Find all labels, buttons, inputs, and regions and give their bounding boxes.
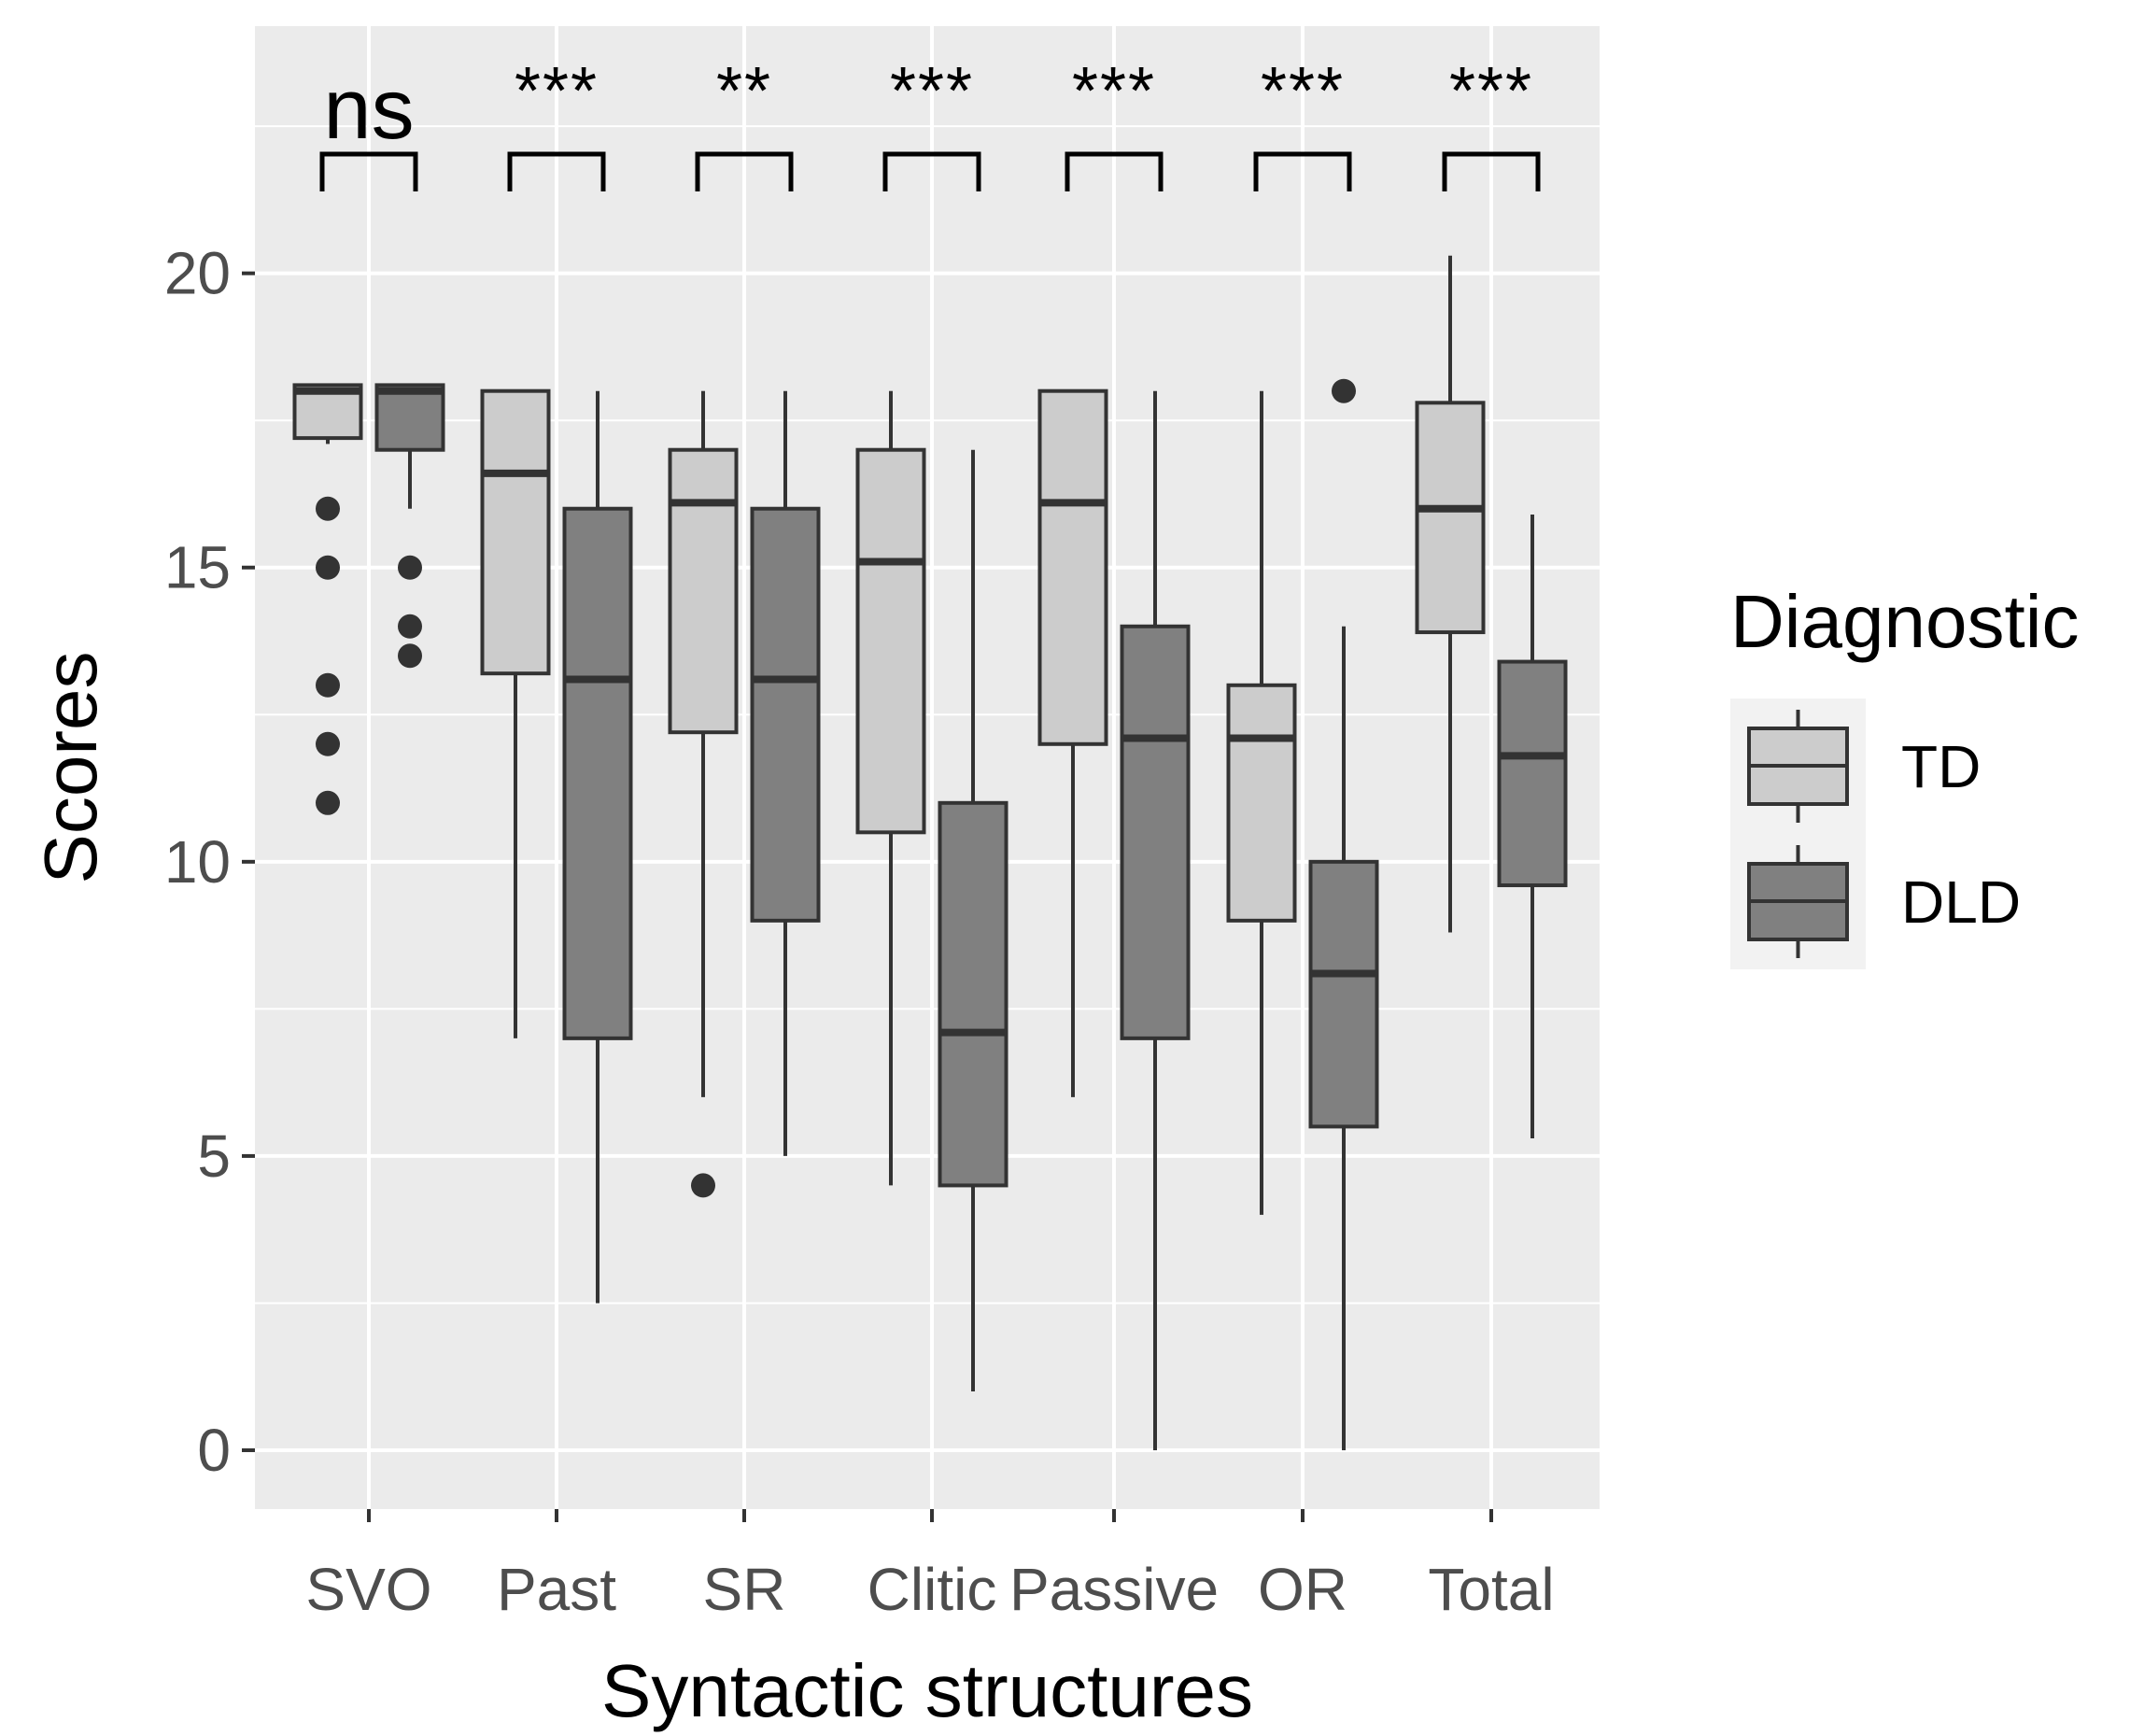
plot-panel: [255, 26, 1600, 1509]
significance-label: ns: [323, 62, 414, 157]
x-axis: SVO Past SR Clitic Passive OR Total: [305, 1509, 1555, 1623]
significance-bracket: [1442, 151, 1541, 191]
significance-bracket: [1253, 151, 1352, 191]
x-tick-label: SR: [703, 1556, 786, 1623]
box-td-clitic: [855, 390, 926, 1186]
outlier-point: [316, 555, 340, 580]
box-td-past: [480, 388, 551, 1038]
box-td-sr: [668, 390, 739, 1198]
y-tick-label: 5: [197, 1122, 231, 1190]
legend-title: Diagnostic: [1730, 580, 2080, 663]
significance-label: ***: [1072, 54, 1156, 129]
box-iqr: [1497, 659, 1568, 888]
significance-label: ***: [515, 54, 599, 129]
outlier-point: [398, 614, 422, 639]
box-dld-sr: [750, 390, 821, 1156]
legend-label: TD: [1901, 733, 1981, 800]
box-iqr: [1308, 859, 1379, 1129]
significance-bracket: [882, 151, 981, 191]
outlier-point: [316, 496, 340, 521]
x-tick-label: SVO: [305, 1556, 431, 1623]
boxes-layer: [292, 255, 1568, 1450]
y-tick-label: 20: [164, 240, 231, 307]
y-tick-label: 10: [164, 828, 231, 896]
box-td-passive: [1037, 388, 1108, 1097]
outlier-point: [398, 643, 422, 669]
box-td-total: [1415, 255, 1486, 933]
significance-label: ***: [1261, 54, 1345, 129]
outlier-point: [691, 1173, 715, 1198]
box-iqr: [562, 506, 633, 1040]
significance-bracket: [1065, 151, 1164, 191]
legend-entry-dld: DLD: [1730, 834, 2021, 969]
box-iqr: [1120, 624, 1191, 1040]
box-iqr: [1037, 388, 1108, 746]
significance-label: ***: [1449, 54, 1533, 129]
box-dld-svo: [374, 383, 445, 669]
significance-layer: ns *** ** *** *** *** ***: [319, 54, 1541, 191]
outlier-point: [1332, 378, 1356, 403]
y-axis-title: Scores: [29, 652, 112, 884]
x-tick-label: Passive: [1009, 1556, 1219, 1623]
x-axis-title: Syntactic structures: [601, 1649, 1253, 1732]
box-td-or: [1226, 390, 1297, 1215]
box-iqr: [480, 388, 551, 676]
legend-label: DLD: [1901, 868, 2021, 936]
significance-label: ***: [890, 54, 974, 129]
box-dld-past: [562, 390, 633, 1304]
grid-lines: [255, 26, 1600, 1509]
legend: Diagnostic TD DLD: [1730, 580, 2080, 969]
y-tick-label: 15: [164, 534, 231, 601]
box-iqr: [855, 447, 926, 835]
x-tick-label: Past: [497, 1556, 616, 1623]
box-iqr: [1226, 683, 1297, 923]
box-dld-or: [1308, 378, 1379, 1450]
outlier-point: [316, 672, 340, 698]
outlier-point: [316, 731, 340, 756]
x-tick-label: OR: [1258, 1556, 1347, 1623]
legend-entry-td: TD: [1730, 699, 1981, 834]
significance-bracket: [319, 151, 418, 191]
box-dld-total: [1497, 515, 1568, 1138]
box-iqr: [374, 383, 445, 452]
box-iqr: [1415, 401, 1486, 635]
significance-bracket: [507, 151, 606, 191]
significance-label: **: [716, 54, 772, 129]
box-iqr: [750, 506, 821, 923]
box-dld-clitic: [938, 449, 1009, 1391]
y-tick-label: 0: [197, 1417, 231, 1484]
box-iqr: [938, 800, 1009, 1188]
x-tick-label: Clitic: [867, 1556, 997, 1623]
y-axis: 0 5 10 15 20: [164, 240, 255, 1484]
box-td-svo: [292, 383, 363, 815]
outlier-point: [316, 790, 340, 815]
box-iqr: [668, 447, 739, 735]
outlier-point: [398, 555, 422, 580]
significance-bracket: [695, 151, 794, 191]
box-dld-passive: [1120, 390, 1191, 1450]
x-tick-label: Total: [1428, 1556, 1554, 1623]
